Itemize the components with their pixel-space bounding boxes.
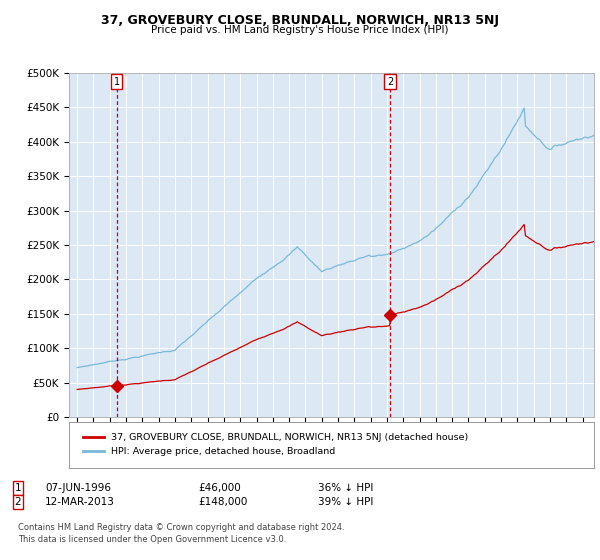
Text: Price paid vs. HM Land Registry's House Price Index (HPI): Price paid vs. HM Land Registry's House … (151, 25, 449, 35)
Text: 37, GROVEBURY CLOSE, BRUNDALL, NORWICH, NR13 5NJ: 37, GROVEBURY CLOSE, BRUNDALL, NORWICH, … (101, 14, 499, 27)
Text: 39% ↓ HPI: 39% ↓ HPI (318, 497, 373, 507)
Text: £46,000: £46,000 (198, 483, 241, 493)
Text: Contains HM Land Registry data © Crown copyright and database right 2024.
This d: Contains HM Land Registry data © Crown c… (18, 522, 344, 544)
Text: 12-MAR-2013: 12-MAR-2013 (45, 497, 115, 507)
Text: 1: 1 (114, 77, 120, 87)
Text: 1: 1 (14, 483, 22, 493)
Text: 07-JUN-1996: 07-JUN-1996 (45, 483, 111, 493)
Text: 36% ↓ HPI: 36% ↓ HPI (318, 483, 373, 493)
Text: 2: 2 (387, 77, 393, 87)
Legend: 37, GROVEBURY CLOSE, BRUNDALL, NORWICH, NR13 5NJ (detached house), HPI: Average : 37, GROVEBURY CLOSE, BRUNDALL, NORWICH, … (79, 430, 472, 460)
Text: 2: 2 (14, 497, 22, 507)
Text: £148,000: £148,000 (198, 497, 247, 507)
